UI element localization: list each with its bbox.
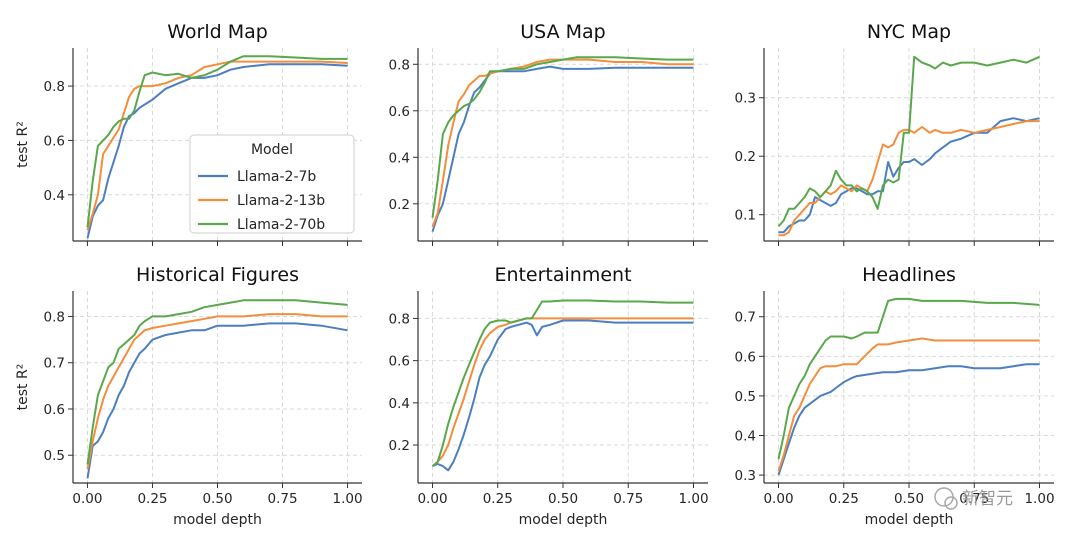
- series-line-llama-2-13b: [778, 120, 1040, 237]
- y-tick-label: 0.3: [735, 91, 756, 107]
- series-line-llama-2-13b: [777, 337, 1040, 472]
- y-tick-label: 0.7: [44, 356, 65, 372]
- series-line-llama-2-70b: [86, 55, 348, 228]
- series-line-llama-2-70b: [86, 299, 348, 465]
- y-tick-label: 0.8: [44, 309, 65, 325]
- y-tick-label: 0.4: [389, 396, 410, 412]
- x-tick-label: 0.00: [417, 491, 447, 507]
- x-axis-label: model depth: [173, 512, 262, 528]
- x-tick-label: 0.50: [548, 491, 578, 507]
- y-axis-label: test R²: [15, 364, 31, 411]
- y-tick-label: 0.6: [44, 402, 65, 418]
- series-line-llama-2-13b: [86, 60, 348, 231]
- y-tick-label: 0.3: [735, 468, 756, 484]
- panel-title: World Map: [167, 21, 268, 43]
- series-line-llama-2-70b: [777, 55, 1040, 228]
- legend-entry: Llama-2-70b: [237, 217, 325, 233]
- watermark-icon-inner: [944, 496, 958, 510]
- y-tick-label: 0.2: [389, 197, 410, 213]
- y-tick-label: 0.8: [389, 311, 410, 327]
- legend: Model Llama-2-7b Llama-2-13b Llama-2-70b: [189, 134, 355, 234]
- x-axis-label: model depth: [865, 512, 954, 528]
- x-tick-label: 0.25: [483, 491, 513, 507]
- y-tick-label: 0.6: [389, 104, 410, 120]
- legend-entry: Llama-2-13b: [237, 193, 325, 209]
- x-tick-label: 0.75: [959, 491, 989, 507]
- x-tick-label: 1.00: [333, 491, 363, 507]
- y-axis-label: test R²: [15, 121, 31, 168]
- legend-title: Model: [251, 142, 293, 158]
- y-tick-label: 0.8: [389, 57, 410, 73]
- legend-box: [189, 134, 355, 234]
- watermark: 新智元: [934, 487, 1013, 510]
- series-line-llama-2-7b: [86, 63, 348, 239]
- panel-title: Headlines: [862, 264, 956, 286]
- series-line-llama-2-70b: [777, 297, 1040, 460]
- y-tick-label: 0.6: [389, 354, 410, 370]
- x-tick-label: 0.50: [202, 491, 232, 507]
- x-tick-label: 0.00: [72, 491, 102, 507]
- series-line-llama-2-13b: [86, 313, 348, 470]
- x-tick-label: 0.75: [267, 491, 297, 507]
- y-tick-label: 0.8: [44, 79, 65, 95]
- x-axis-label: model depth: [519, 512, 608, 528]
- y-tick-label: 0.1: [735, 208, 756, 224]
- y-tick-label: 0.4: [44, 188, 65, 204]
- series-line-llama-2-7b: [777, 363, 1040, 476]
- y-tick-label: 0.5: [735, 389, 756, 405]
- x-tick-label: 0.25: [137, 491, 167, 507]
- x-tick-label: 0.75: [613, 491, 643, 507]
- panel-title: Entertainment: [494, 264, 631, 286]
- y-tick-label: 0.7: [735, 310, 756, 326]
- y-tick-label: 0.4: [389, 150, 410, 166]
- panel-0: 0.4 0.6 0.8 World Map test R² Model Llama-2-7b…: [15, 21, 362, 246]
- series-line-llama-2-7b: [432, 319, 694, 472]
- panel-3: 0.5 0.6 0.7 0.8 0.00 0.25 0.50 0.75 1.00 Historic…: [15, 264, 363, 528]
- y-tick-label: 0.4: [735, 428, 756, 444]
- panel-title: USA Map: [520, 21, 605, 43]
- x-tick-label: 0.50: [894, 491, 924, 507]
- series-line-llama-2-70b: [431, 299, 694, 467]
- y-tick-label: 0.6: [44, 133, 65, 149]
- watermark-text: 新智元: [962, 489, 1013, 509]
- y-tick-label: 0.2: [389, 438, 410, 454]
- panel-2: 0.1 0.2 0.3 NYC Map: [735, 21, 1054, 246]
- series-line-llama-2-70b: [431, 56, 694, 218]
- x-tick-label: 0.25: [829, 491, 859, 507]
- series-line-llama-2-13b: [431, 317, 694, 467]
- panel-4: 0.2 0.4 0.6 0.8 0.00 0.25 0.50 0.75 1.00 Entertai…: [389, 264, 709, 528]
- panel-title: NYC Map: [867, 21, 951, 43]
- y-tick-label: 0.2: [735, 149, 756, 165]
- y-tick-label: 0.5: [44, 448, 65, 464]
- y-tick-label: 0.6: [735, 349, 756, 365]
- x-tick-label: 0.00: [763, 491, 793, 507]
- series-line-llama-2-13b: [431, 58, 694, 228]
- panel-1: 0.2 0.4 0.6 0.8 USA Map: [389, 21, 708, 246]
- x-tick-label: 1.00: [678, 491, 708, 507]
- series-line-llama-2-7b: [86, 322, 348, 479]
- panel-5: 0.3 0.4 0.5 0.6 0.7 0.00 0.25 0.50 0.75 1.00 Headl…: [735, 264, 1055, 528]
- panel-title: Historical Figures: [136, 264, 299, 286]
- x-tick-label: 1.00: [1024, 491, 1054, 507]
- series-line-llama-2-7b: [778, 117, 1040, 234]
- legend-entry: Llama-2-7b: [237, 169, 316, 185]
